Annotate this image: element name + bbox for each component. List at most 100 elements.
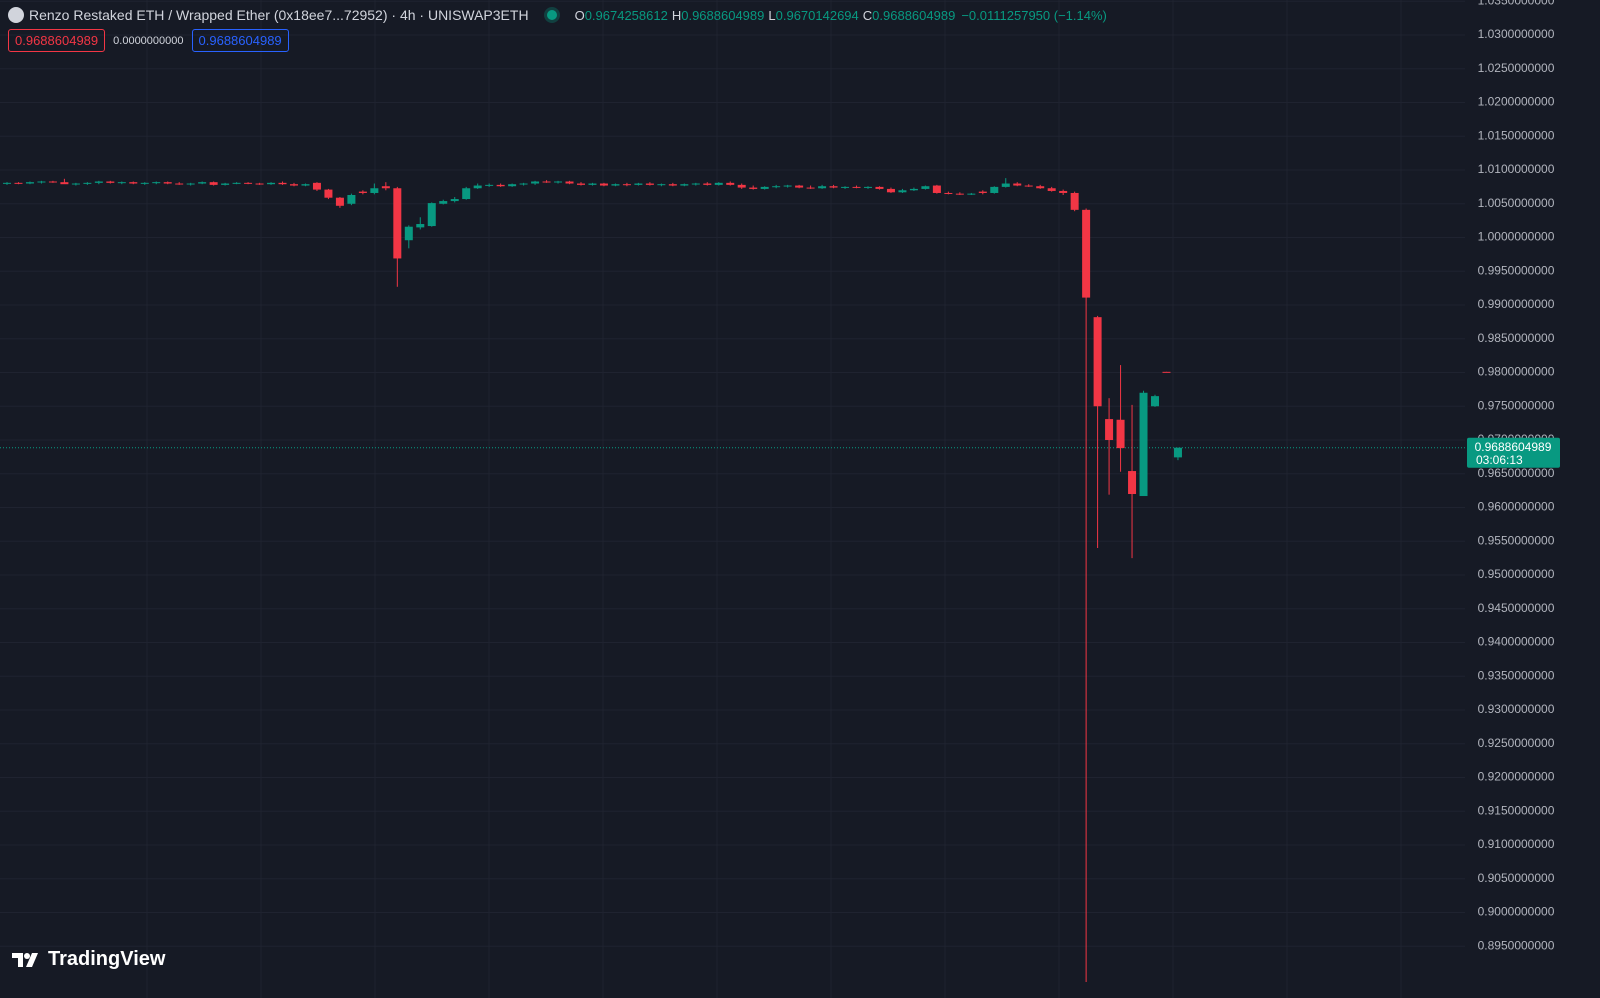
y-tick-label: 0.9450000000 — [1478, 601, 1555, 615]
candle-body — [898, 190, 907, 193]
y-tick-label: 1.0350000000 — [1478, 0, 1555, 7]
candle-body — [140, 182, 149, 184]
candle-body — [852, 186, 861, 188]
candle-body — [393, 188, 402, 259]
candle-body — [864, 186, 872, 188]
candle-body — [301, 184, 310, 186]
candle-body — [875, 186, 884, 189]
candle-body — [978, 191, 987, 193]
candle-body — [806, 187, 815, 189]
candle-body — [1036, 186, 1045, 189]
y-tick-label: 0.9000000000 — [1478, 905, 1555, 919]
bar-countdown: 03:06:13 — [1476, 453, 1523, 467]
y-tick-label: 0.9400000000 — [1478, 635, 1555, 649]
candle-body — [841, 186, 850, 188]
candle-body — [117, 182, 126, 184]
candle-body — [94, 181, 103, 183]
last-price-label: 0.9688604989 — [1475, 440, 1552, 454]
candle-body — [921, 186, 930, 189]
candle-body — [737, 184, 746, 188]
y-tick-label: 0.9550000000 — [1478, 533, 1555, 547]
candle-body — [1116, 419, 1125, 449]
candle-body — [152, 182, 161, 184]
candle-body — [588, 183, 597, 185]
candle-body — [1024, 185, 1033, 187]
candle-body — [14, 182, 23, 184]
candle-body — [577, 183, 585, 185]
candle-body — [48, 181, 57, 183]
candle-body — [668, 184, 677, 186]
candle-body — [909, 188, 918, 191]
candle-body — [795, 185, 804, 188]
candle-body — [1093, 317, 1102, 407]
candle-body — [221, 183, 230, 185]
y-tick-label: 0.9100000000 — [1478, 837, 1555, 851]
candle-body — [1151, 396, 1159, 407]
candle-body — [772, 186, 781, 188]
candle-body — [760, 186, 769, 189]
y-tick-label: 0.9950000000 — [1478, 263, 1555, 277]
candle-body — [267, 182, 276, 185]
candle-body — [749, 187, 758, 189]
indicator-value: 0.9688604989 — [8, 29, 106, 52]
candle-body — [967, 193, 976, 195]
ohlc-value: 0.9670142694 — [775, 7, 859, 23]
candle-body — [990, 186, 999, 193]
candle-body — [886, 188, 895, 193]
symbol-header: Renzo Restaked ETH / Wrapped Ether (0x18… — [8, 5, 1107, 25]
y-tick-label: 0.9250000000 — [1478, 736, 1555, 750]
y-tick-label: 1.0000000000 — [1478, 230, 1555, 244]
y-tick-label: 0.9800000000 — [1478, 365, 1555, 379]
candle-body — [404, 226, 413, 241]
candle-body — [932, 185, 941, 193]
y-tick-label: 0.9750000000 — [1478, 398, 1555, 412]
indicator-values: 0.9688604989 0.0000000000 0.9688604989 — [8, 29, 295, 52]
y-tick-label: 0.9200000000 — [1478, 770, 1555, 784]
ohlc-value: 0.9674258612 — [584, 7, 668, 23]
candle-body — [657, 184, 666, 186]
indicator-value: 0.0000000000 — [113, 34, 184, 47]
candle-body — [163, 182, 172, 184]
candle-body — [3, 182, 11, 184]
candle-body — [186, 183, 195, 185]
candle-body — [599, 183, 608, 186]
last-price-badge — [1467, 437, 1560, 468]
candle-body — [634, 183, 643, 185]
ohlc-label: O — [574, 7, 585, 23]
candle-body — [450, 199, 459, 202]
brand-logo: TradingView — [12, 948, 165, 971]
candle-body — [1047, 188, 1056, 191]
candle-body — [347, 194, 356, 204]
candle-body — [519, 183, 528, 185]
candle-body — [554, 181, 563, 183]
y-tick-label: 0.9300000000 — [1478, 702, 1555, 716]
y-tick-label: 0.9600000000 — [1478, 500, 1555, 514]
candle-body — [1070, 192, 1079, 210]
candle-body — [1013, 183, 1022, 186]
candle-body — [25, 182, 34, 184]
candle-body — [818, 186, 827, 189]
y-tick-label: 1.0100000000 — [1478, 162, 1555, 176]
candle-body — [680, 184, 689, 186]
candle-body — [71, 183, 80, 185]
candle-body — [290, 184, 298, 186]
price-change: −0.0111257950 (−1.14%) — [961, 7, 1107, 23]
candle-body — [473, 185, 482, 189]
brand-mark — [12, 952, 38, 967]
candle-body — [209, 182, 218, 185]
candle-body — [783, 185, 792, 187]
candle-body — [255, 183, 264, 185]
y-tick-label: 0.9500000000 — [1478, 567, 1555, 581]
candle-body — [129, 182, 138, 184]
indicator-value: 0.9688604989 — [191, 29, 289, 52]
candle-body — [198, 182, 207, 184]
candle-body — [370, 188, 379, 193]
y-tick-label: 1.0200000000 — [1478, 95, 1555, 109]
candle-body — [335, 197, 344, 206]
ohlc-label: C — [862, 7, 873, 23]
candle-body — [462, 188, 471, 200]
candle-body — [1128, 471, 1137, 495]
y-tick-label: 1.0250000000 — [1478, 61, 1555, 75]
candle-body — [358, 191, 367, 193]
